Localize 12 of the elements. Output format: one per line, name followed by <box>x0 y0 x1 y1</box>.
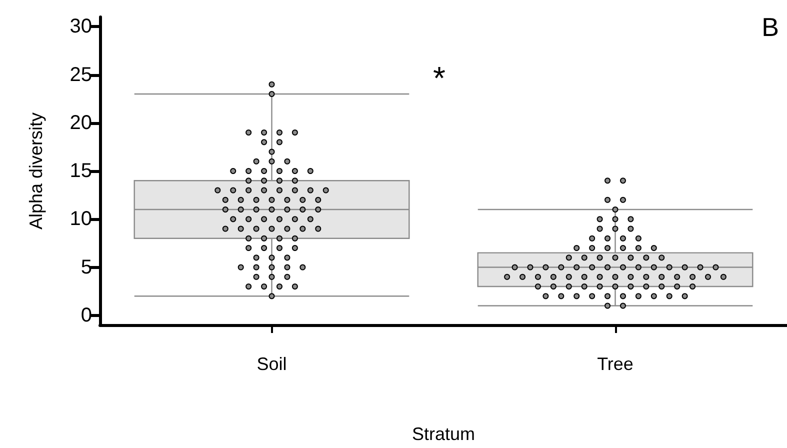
y-tick-label: 20 <box>70 112 92 134</box>
y-tick-label: 15 <box>70 160 92 182</box>
y-tick-label: 10 <box>70 208 92 230</box>
annotation: B <box>762 12 779 42</box>
y-tick-label: 30 <box>70 16 92 38</box>
x-tick-label: Tree <box>597 354 634 374</box>
y-axis-title: Alpha diversity <box>26 112 46 230</box>
x-tick-label: Soil <box>256 354 287 374</box>
annotation: * <box>433 60 446 96</box>
x-axis-title: Stratum <box>412 424 476 444</box>
y-tick-label: 5 <box>80 256 92 278</box>
y-tick-label: 25 <box>70 64 92 86</box>
